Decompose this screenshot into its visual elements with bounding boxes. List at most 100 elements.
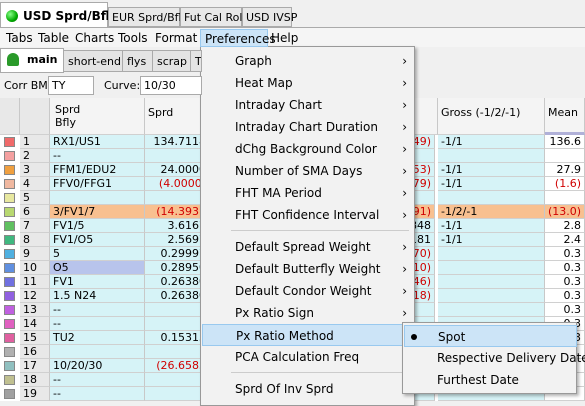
menu-option[interactable]: Sprd Of Inv Sprd› bbox=[202, 378, 415, 400]
cell-sprd: 24.0000 bbox=[145, 163, 210, 177]
cell-mean: 136.6 bbox=[545, 135, 585, 149]
cell-gross bbox=[438, 261, 545, 275]
sheet-tab[interactable]: short-end bbox=[63, 50, 123, 72]
sheet-tab[interactable]: T bbox=[190, 50, 202, 72]
cell-mean bbox=[545, 191, 585, 205]
row-swatch bbox=[4, 263, 15, 273]
sheet-tab[interactable]: flys bbox=[122, 50, 153, 72]
cell-sprd: 0.29997 bbox=[145, 247, 210, 261]
menu-option[interactable]: Heat Map › bbox=[202, 72, 415, 94]
window-tab[interactable]: USD IVSP bbox=[242, 7, 297, 27]
menu-item[interactable]: Tabs bbox=[6, 31, 33, 45]
row-swatch bbox=[4, 137, 15, 147]
preferences-menu: Graph › Heat Map › Intraday Chart › Intraday C… bbox=[200, 46, 415, 406]
cell-gross bbox=[438, 303, 545, 317]
row-number: 17 bbox=[20, 359, 50, 373]
menu-option[interactable]: FHT MA Period › bbox=[202, 182, 415, 204]
submenu-arrow: › bbox=[402, 240, 407, 254]
cell-mean bbox=[545, 149, 585, 163]
status-dot bbox=[6, 10, 18, 22]
cell-gross: -1/2/-1 bbox=[438, 205, 545, 219]
header-cell bbox=[20, 98, 50, 135]
cell-mean: 0.3 bbox=[545, 275, 585, 289]
row-swatch bbox=[4, 151, 15, 161]
menu-option[interactable]: Number of SMA Days › bbox=[202, 160, 415, 182]
menu-item[interactable]: Format bbox=[155, 31, 198, 45]
row-number: 14 bbox=[20, 317, 50, 331]
cell-sprd: 0.26380 bbox=[145, 275, 210, 289]
row-number: 1 bbox=[20, 135, 50, 149]
submenu-option[interactable]: Respective Delivery Date bbox=[437, 351, 585, 365]
cell-name: FV1/5 bbox=[50, 219, 145, 233]
menu-item[interactable]: Table bbox=[38, 31, 70, 45]
menu-item[interactable]: Preferences bbox=[200, 29, 276, 47]
menu-option[interactable]: dChg Background Color › bbox=[202, 138, 415, 160]
menu-option[interactable]: PCA Calculation Freq› bbox=[202, 346, 415, 368]
submenu-arrow: › bbox=[402, 186, 407, 200]
cell-sprd: (26.6585 bbox=[145, 359, 210, 373]
cell-name: -- bbox=[50, 317, 145, 331]
row-number: 11 bbox=[20, 275, 50, 289]
label: Corr BM: bbox=[4, 79, 52, 92]
row-number: 3 bbox=[20, 163, 50, 177]
window-tab[interactable]: EUR Sprd/Bfly bbox=[108, 7, 188, 27]
menu-option[interactable]: Default Condor Weight › bbox=[202, 280, 415, 302]
menu-option[interactable]: Intraday Chart Duration › bbox=[202, 116, 415, 138]
sheet-tab[interactable]: main bbox=[0, 48, 64, 73]
menu-option[interactable]: Graph › bbox=[202, 50, 415, 72]
menu-separator bbox=[231, 372, 409, 373]
cell-gross bbox=[438, 247, 545, 261]
cell-name bbox=[50, 345, 145, 359]
cell-name bbox=[50, 191, 145, 205]
row-swatch bbox=[4, 249, 15, 259]
sheet-tab[interactable]: scrap bbox=[152, 50, 191, 72]
row-swatch bbox=[4, 277, 15, 287]
cell-gross: -1/1 bbox=[438, 163, 545, 177]
menu-item[interactable]: Charts bbox=[75, 31, 115, 45]
submenu-arrow: › bbox=[402, 262, 407, 276]
row-number: 13 bbox=[20, 303, 50, 317]
row-swatch bbox=[4, 235, 15, 245]
menu-item[interactable]: Tools bbox=[118, 31, 148, 45]
cell-mean: 0.3 bbox=[545, 303, 585, 317]
cell-gross: -1/1 bbox=[438, 177, 545, 191]
row-swatch bbox=[4, 389, 15, 399]
cell-name: -- bbox=[50, 387, 145, 401]
header-cell: Sprd bbox=[145, 98, 210, 135]
cell-gross: -1/1 bbox=[438, 233, 545, 247]
row-swatch bbox=[4, 179, 15, 189]
row-number: 12 bbox=[20, 289, 50, 303]
cell-mean: 0.3 bbox=[545, 289, 585, 303]
menu-option[interactable]: Px Ratio Method› bbox=[202, 324, 415, 346]
window-tab[interactable]: USD Sprd/Bfly bbox=[0, 2, 118, 28]
input[interactable]: 10/30 bbox=[140, 76, 202, 95]
cell-sprd: 2.5697 bbox=[145, 233, 210, 247]
menu-option[interactable]: FHT Confidence Interval › bbox=[202, 204, 415, 226]
menu-option[interactable]: Px Ratio Sign › bbox=[202, 302, 415, 324]
menu-separator bbox=[231, 230, 409, 231]
cell-name: RX1/US1 bbox=[50, 135, 145, 149]
row-number: 10 bbox=[20, 261, 50, 275]
cell-sprd: 134.7118 bbox=[145, 135, 210, 149]
submenu-option[interactable]: Spot bbox=[404, 325, 577, 347]
menu-option[interactable]: Default Spread Weight › bbox=[202, 236, 415, 258]
submenu-arrow: › bbox=[402, 306, 407, 320]
menu-option[interactable]: Intraday Chart › bbox=[202, 94, 415, 116]
menu-option[interactable]: Default Butterfly Weight › bbox=[202, 258, 415, 280]
submenu-option[interactable]: Furthest Date bbox=[437, 373, 519, 387]
cell-name: FFM1/EDU2 bbox=[50, 163, 145, 177]
input[interactable]: TY bbox=[48, 76, 94, 95]
cell-sprd: 0.26380 bbox=[145, 289, 210, 303]
cell-mean: 0.3 bbox=[545, 247, 585, 261]
header-cell bbox=[0, 98, 20, 135]
submenu-arrow: › bbox=[402, 76, 407, 90]
cell-mean: 2.4 bbox=[545, 233, 585, 247]
cell-sprd: (14.3931 bbox=[145, 205, 210, 219]
menu-item[interactable]: Help bbox=[271, 31, 299, 45]
row-swatch bbox=[4, 333, 15, 343]
cell-mean: 2.8 bbox=[545, 219, 585, 233]
window-tab[interactable]: Fut Cal Roll bbox=[180, 7, 245, 27]
row-swatch bbox=[4, 291, 15, 301]
row-swatch bbox=[4, 375, 15, 385]
header-cell: Sprd Bfly bbox=[50, 98, 145, 135]
